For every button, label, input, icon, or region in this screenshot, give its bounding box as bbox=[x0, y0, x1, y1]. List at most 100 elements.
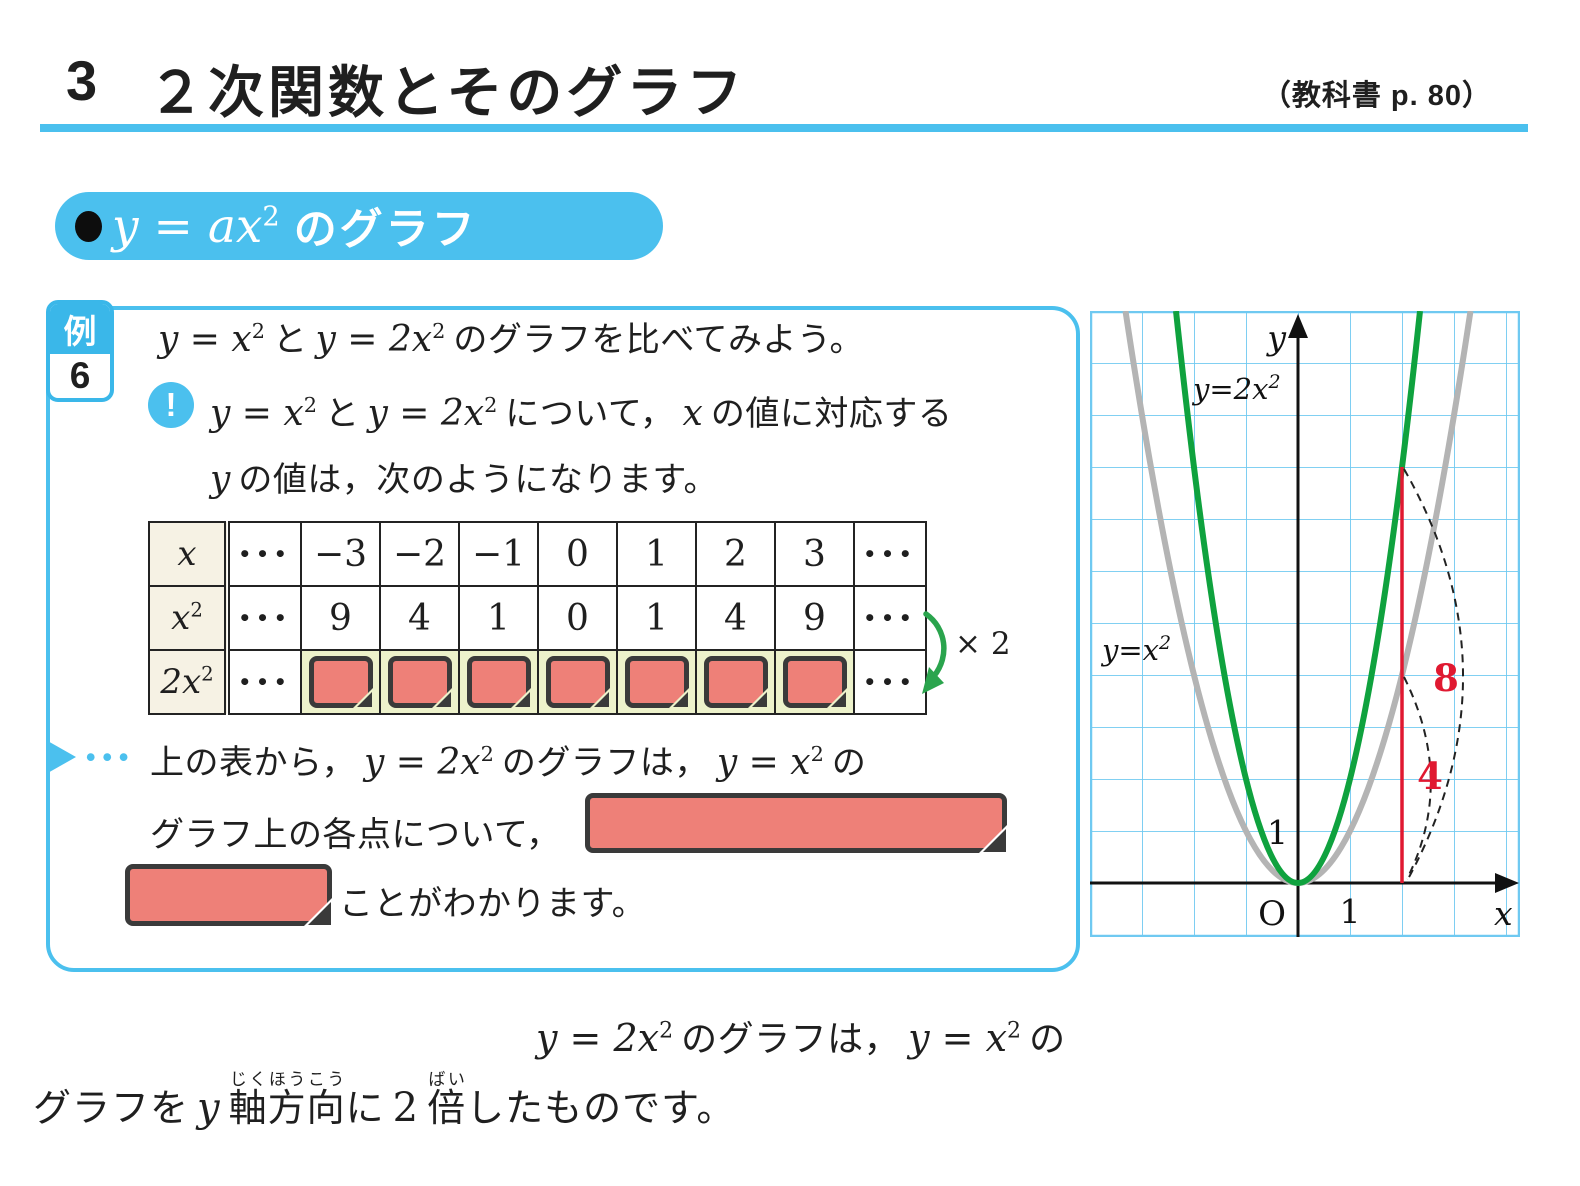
formula-exponent: 2 bbox=[303, 393, 317, 417]
table-cell: −3 bbox=[300, 521, 381, 587]
grid-lines bbox=[1090, 311, 1520, 937]
table-cell: ••• bbox=[853, 649, 927, 715]
formula-exponent: 2 bbox=[201, 662, 214, 686]
note-line-1: y = x2 と y = 2x2 について， x の値に対応する bbox=[202, 386, 952, 435]
pill-formula: y = ax2 bbox=[112, 199, 280, 254]
ruby-bai: 倍ばい bbox=[427, 1070, 467, 1130]
example-tab: 例 6 bbox=[46, 300, 114, 402]
curve-label-y-2x2: y=2x2 bbox=[1191, 371, 1281, 406]
y-axis-label: y bbox=[1265, 318, 1286, 357]
conclusion-text: ことがわかります。 bbox=[339, 885, 647, 923]
table-cell-covered bbox=[774, 649, 855, 715]
formula-y-x2: y = x2 bbox=[717, 742, 824, 783]
summary-tail: の bbox=[1029, 1018, 1066, 1059]
formula-body: y = x bbox=[716, 742, 811, 783]
summary-tail: したものです。 bbox=[466, 1088, 736, 1130]
table-cell: ••• bbox=[853, 521, 927, 587]
summary-mid: に bbox=[345, 1088, 385, 1130]
distance-label-4: 4 bbox=[1417, 754, 1443, 798]
conclusion-line-3: ことがわかります。 bbox=[339, 876, 646, 925]
covered-answer-sticker[interactable] bbox=[387, 656, 453, 709]
formula-exponent: 2 bbox=[484, 393, 498, 417]
table-cell: 1 bbox=[458, 585, 539, 651]
page-title: ２次関数とそのグラフ bbox=[148, 61, 747, 124]
parabola-graph: y x O 1 1 y=x2 y=2x2 8 4 bbox=[1090, 311, 1520, 937]
formula-body: y = ax bbox=[112, 198, 263, 254]
covered-answer-sticker[interactable] bbox=[308, 656, 374, 709]
table-cell: −2 bbox=[379, 521, 460, 587]
formula-body: 2x bbox=[160, 662, 202, 702]
table-cell: 2 bbox=[695, 521, 776, 587]
example-tab-number: 6 bbox=[69, 355, 91, 396]
conclusion-text: グラフ上の各点について， bbox=[150, 816, 561, 854]
summary-pre: グラフを bbox=[33, 1088, 190, 1130]
table-row-x2: x2 ••• 9 4 1 0 1 4 9 ••• bbox=[148, 585, 927, 651]
table-cell: 0 bbox=[537, 521, 618, 587]
table-cell: ••• bbox=[226, 585, 302, 651]
table-cell: 9 bbox=[300, 585, 381, 651]
graph-border bbox=[1090, 311, 1520, 937]
dashed-arc-4 bbox=[1403, 676, 1432, 880]
curve-y-equals-2x-squared bbox=[1173, 311, 1423, 886]
ruby-furigana: ばい bbox=[427, 1070, 467, 1089]
row-label-x: x bbox=[148, 521, 230, 587]
covered-answer-sticker[interactable] bbox=[545, 656, 611, 709]
summary-mid: のグラフは， bbox=[681, 1018, 901, 1059]
value-table: x ••• −3 −2 −1 0 1 2 3 ••• x2 ••• 9 4 1 … bbox=[148, 521, 927, 715]
example-box: 例 6 y = x2 と y = 2x2 のグラフを比べてみよう。 ! y = … bbox=[46, 300, 1080, 972]
formula-exponent: 2 bbox=[480, 742, 494, 766]
formula-body: x bbox=[177, 534, 197, 574]
conclusion-tail: の bbox=[831, 744, 867, 782]
x-axis-label: x bbox=[1494, 894, 1513, 933]
topic-pill: y = ax2 のグラフ bbox=[55, 192, 663, 260]
covered-answer-sticker[interactable] bbox=[125, 864, 333, 927]
table-cell: −1 bbox=[458, 521, 539, 587]
curve-label-y-x2: y=x2 bbox=[1100, 632, 1171, 667]
formula-y-2x2: y = 2x2 bbox=[536, 1016, 673, 1060]
section-number: 3 bbox=[66, 49, 100, 112]
formula-y-x2: y = x2 bbox=[158, 319, 265, 360]
covered-answer-sticker[interactable] bbox=[782, 656, 848, 709]
intro-tail: のグラフを比べてみよう。 bbox=[453, 321, 865, 359]
formula-body: y = 2x bbox=[363, 742, 481, 783]
formula-exponent: 2 bbox=[190, 598, 203, 622]
formula-body: y=x bbox=[1100, 633, 1159, 667]
example-tab-label: 例 bbox=[50, 304, 110, 354]
table-cell: 9 bbox=[774, 585, 855, 651]
note-tail: の値に対応する bbox=[710, 395, 953, 433]
formula-body: y = 2x bbox=[367, 393, 485, 434]
y-tick-1: 1 bbox=[1267, 813, 1288, 852]
formula-y-x2: y = x2 bbox=[908, 1016, 1021, 1060]
ruby-base: 倍 bbox=[427, 1088, 467, 1130]
number-two: 2 bbox=[392, 1085, 420, 1131]
table-cell-covered bbox=[379, 649, 460, 715]
formula-exponent: 2 bbox=[1268, 371, 1281, 393]
dashed-arc-8 bbox=[1403, 468, 1464, 880]
table-cell: 0 bbox=[537, 585, 618, 651]
note-line-2: y の値は，次のようになります。 bbox=[202, 452, 718, 501]
note-tail: の値は，次のようになります。 bbox=[238, 461, 718, 499]
times-two-label: × 2 bbox=[955, 626, 1011, 662]
covered-answer-sticker[interactable] bbox=[466, 656, 532, 709]
covered-answer-sticker[interactable] bbox=[624, 656, 690, 709]
table-cell: 1 bbox=[616, 585, 697, 651]
formula-body: y = x bbox=[210, 393, 304, 434]
formula-body: y = 2x bbox=[315, 319, 433, 360]
variable-x: x bbox=[682, 393, 703, 434]
textbook-page-ref: （教科書 p. 80） bbox=[1261, 80, 1492, 112]
table-cell-covered bbox=[537, 649, 618, 715]
formula-body: y=2x bbox=[1191, 372, 1269, 406]
variable-y: y bbox=[210, 459, 231, 500]
table-row-2x2: 2x2 ••• ••• bbox=[148, 649, 927, 715]
covered-answer-sticker[interactable] bbox=[585, 793, 1008, 854]
formula-exponent: 2 bbox=[251, 319, 265, 343]
formula-body: x bbox=[171, 598, 191, 638]
table-cell: ••• bbox=[226, 521, 302, 587]
text-sep: と bbox=[325, 395, 360, 433]
formula-y-2x2: y = 2x2 bbox=[368, 393, 498, 434]
example-intro-line: y = x2 と y = 2x2 のグラフを比べてみよう。 bbox=[150, 312, 864, 361]
row-label-x2: x2 bbox=[148, 585, 230, 651]
variable-y: y bbox=[197, 1085, 221, 1131]
covered-answer-sticker[interactable] bbox=[703, 656, 769, 709]
